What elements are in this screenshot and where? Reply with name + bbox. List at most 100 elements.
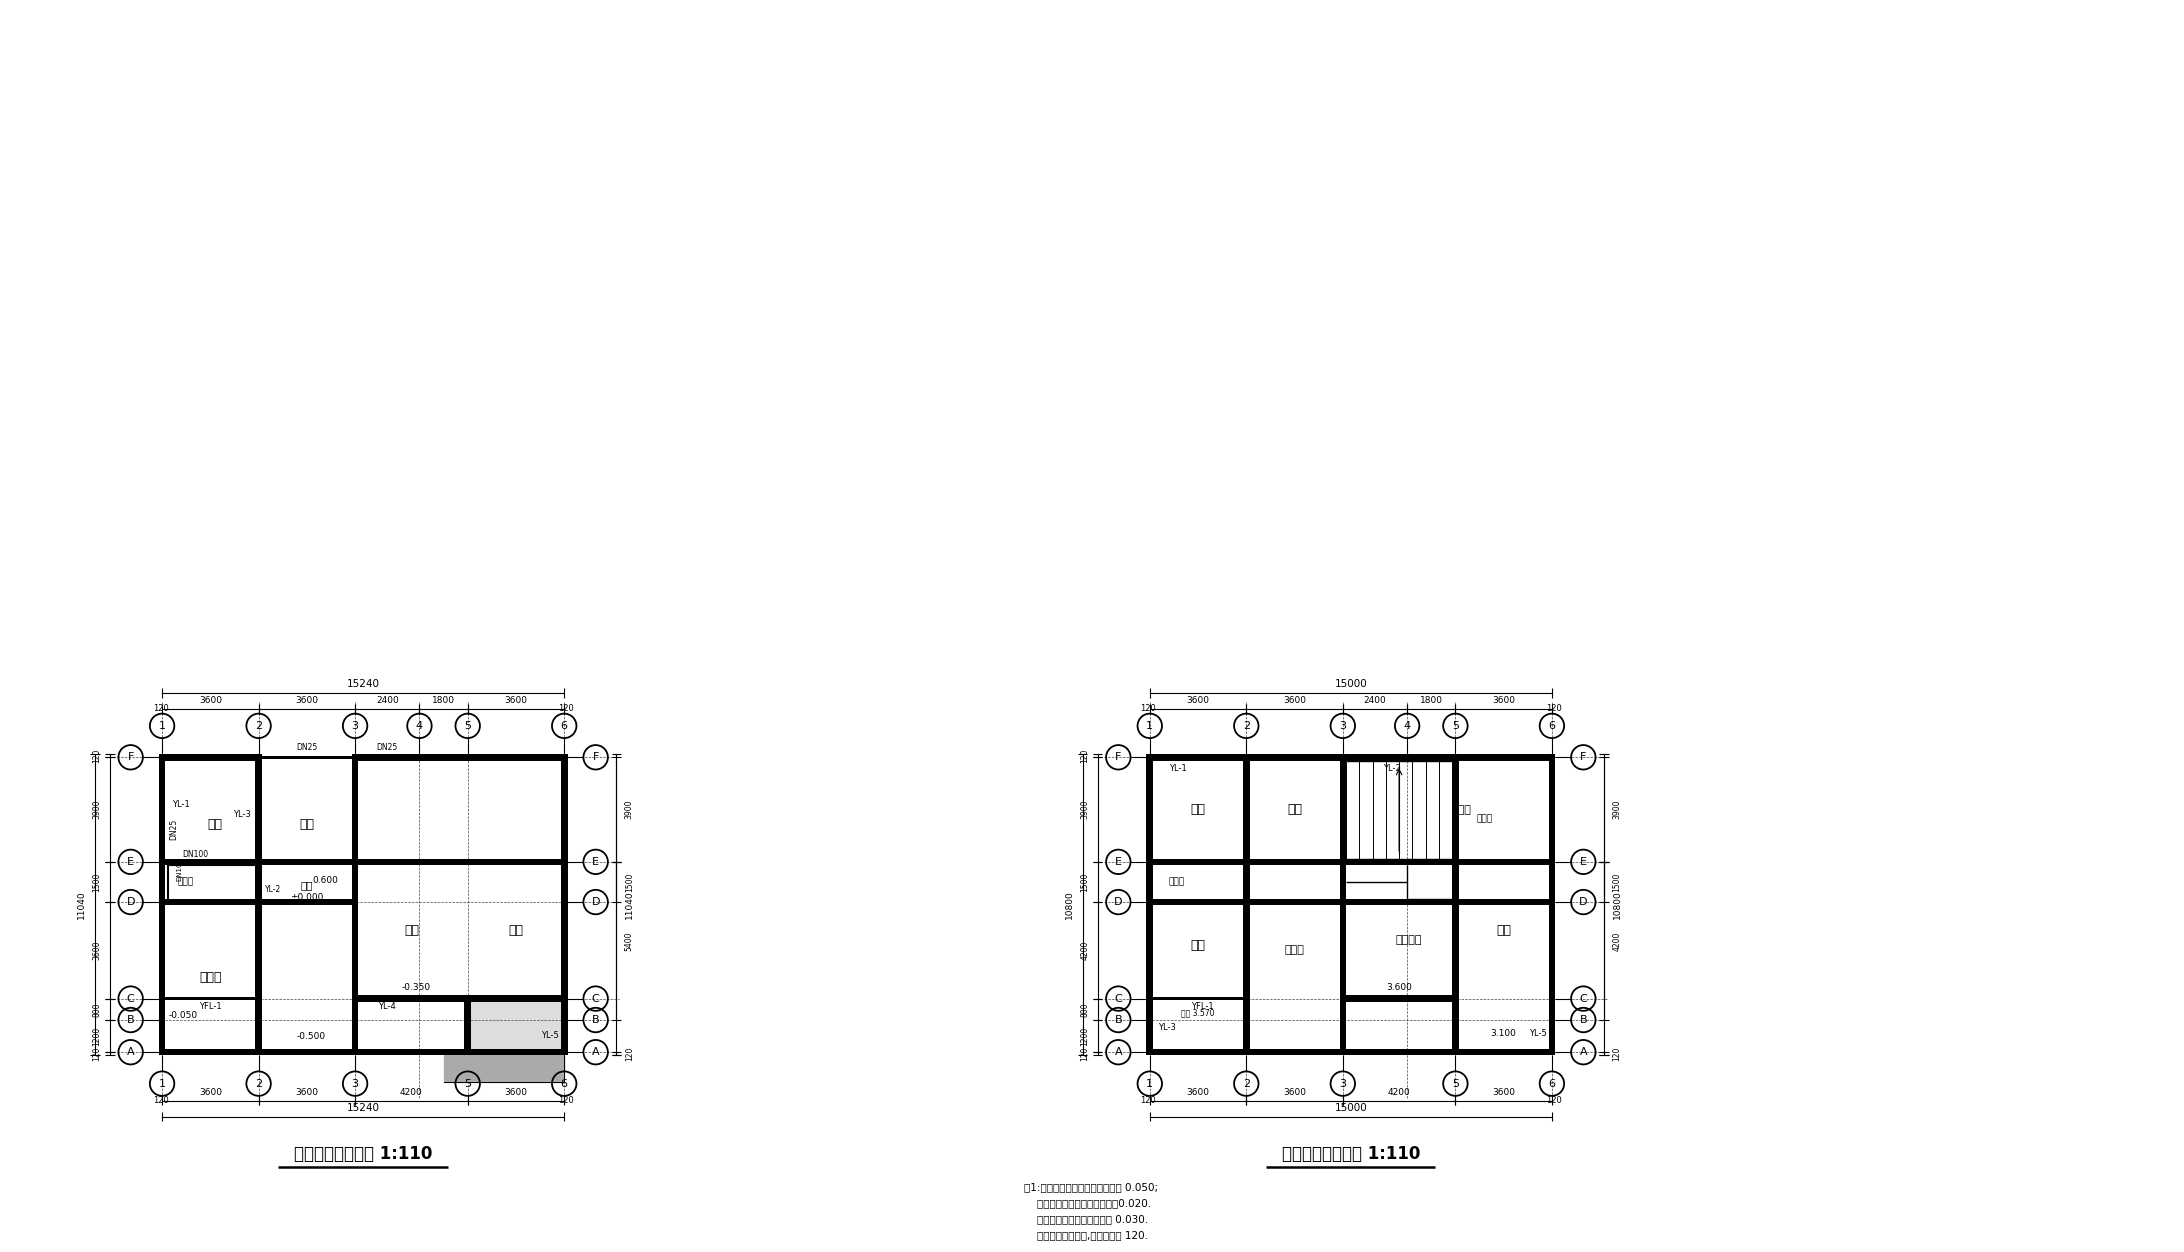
Text: 4200: 4200 (1387, 1088, 1411, 1097)
Text: 4: 4 (1404, 721, 1411, 731)
Text: 卧室: 卧室 (1286, 803, 1302, 816)
Text: 洗手间标高低于室内标准地坪0.020.: 洗手间标高低于室内标准地坪0.020. (1024, 1198, 1151, 1208)
Text: YL-2: YL-2 (1382, 764, 1400, 772)
Text: YL-1: YL-1 (173, 800, 190, 809)
Text: 120: 120 (153, 1096, 168, 1106)
Bar (1147, 899, 1555, 905)
Text: 3: 3 (352, 721, 358, 731)
Text: 2400: 2400 (376, 696, 400, 705)
Text: 120: 120 (153, 705, 168, 714)
Text: -0.500: -0.500 (297, 1032, 325, 1040)
Text: 卫生间: 卫生间 (177, 878, 194, 886)
Text: YL-3: YL-3 (234, 810, 251, 819)
Text: 3600: 3600 (1492, 696, 1516, 705)
Bar (262, 756, 352, 759)
Text: 1500: 1500 (1612, 873, 1621, 891)
Bar (256, 754, 262, 1052)
Text: 3900: 3900 (625, 800, 633, 819)
Text: 3600: 3600 (505, 1088, 529, 1097)
Bar (352, 995, 568, 1002)
Text: 5400: 5400 (625, 931, 633, 950)
Text: 车库: 车库 (509, 924, 524, 936)
Text: 3600: 3600 (92, 940, 100, 960)
Text: E: E (592, 856, 598, 866)
Text: 堂室: 堂室 (299, 819, 314, 831)
Text: 3900: 3900 (1081, 800, 1090, 819)
Bar (1147, 754, 1555, 761)
Bar (443, 1055, 563, 1082)
Text: 4200: 4200 (1081, 940, 1090, 960)
Text: 4: 4 (415, 721, 424, 731)
Text: D: D (592, 898, 601, 906)
Text: 5: 5 (1452, 721, 1459, 731)
Text: YL-5: YL-5 (542, 1030, 559, 1039)
Text: 门厅: 门厅 (301, 880, 312, 890)
Bar (1147, 1049, 1555, 1055)
Bar (465, 754, 568, 761)
Text: 1200: 1200 (92, 1027, 100, 1045)
Text: 4200: 4200 (400, 1088, 424, 1097)
Bar (159, 754, 166, 1052)
Text: F: F (1116, 752, 1123, 762)
Text: 3900: 3900 (92, 800, 100, 819)
Text: DN100: DN100 (181, 850, 207, 859)
Text: 120: 120 (92, 749, 100, 762)
Bar (1147, 754, 1153, 1052)
Text: 800: 800 (92, 1002, 100, 1017)
Bar (1243, 754, 1249, 1052)
Text: 2400: 2400 (1363, 696, 1387, 705)
Text: 120: 120 (1612, 1047, 1621, 1060)
Text: 120: 120 (557, 705, 574, 714)
Text: B: B (592, 1015, 598, 1025)
Text: YL-5: YL-5 (1529, 1029, 1546, 1038)
Bar (352, 859, 358, 1055)
Text: 6: 6 (1548, 1079, 1555, 1089)
Text: 10800: 10800 (1612, 890, 1621, 919)
Text: 起居室: 起居室 (1284, 945, 1304, 955)
Text: 3: 3 (1339, 1079, 1345, 1089)
Text: -0.350: -0.350 (402, 983, 430, 992)
Text: 1500: 1500 (625, 873, 633, 891)
Text: 3600: 3600 (1492, 1088, 1516, 1097)
Text: 客厅: 客厅 (404, 924, 419, 936)
Text: ±0.000: ±0.000 (290, 893, 323, 901)
Text: 15000: 15000 (1334, 1103, 1367, 1113)
Text: 4200: 4200 (1612, 931, 1621, 950)
Bar (159, 1049, 568, 1055)
Bar (1548, 754, 1555, 1052)
Text: 3900: 3900 (1612, 800, 1621, 819)
Text: 5: 5 (465, 1079, 472, 1089)
Text: 120: 120 (625, 1047, 633, 1060)
Text: 1800: 1800 (432, 696, 454, 705)
Text: 15240: 15240 (347, 680, 380, 690)
Text: 1200: 1200 (1081, 1027, 1090, 1045)
Text: 3600: 3600 (199, 696, 223, 705)
Text: E: E (1114, 856, 1123, 866)
Text: 阳台 3.570: 阳台 3.570 (1182, 1008, 1214, 1017)
Text: 3: 3 (1339, 721, 1345, 731)
Text: 5: 5 (1452, 1079, 1459, 1089)
Text: 800: 800 (1081, 1002, 1090, 1017)
Bar (561, 754, 568, 1002)
Text: 厨房: 厨房 (207, 819, 223, 831)
Text: YL-2: YL-2 (264, 885, 282, 894)
Text: 0.600: 0.600 (312, 876, 339, 885)
Text: 120: 120 (1546, 705, 1562, 714)
Text: DN25: DN25 (376, 744, 397, 752)
Text: 洗手间: 洗手间 (1476, 815, 1492, 824)
Text: 注1:卫生间标高低于室内标准地坪 0.050;: 注1:卫生间标高低于室内标准地坪 0.050; (1024, 1182, 1158, 1192)
Text: 2: 2 (1243, 721, 1249, 731)
Text: 3600: 3600 (295, 696, 319, 705)
Text: 3600: 3600 (1186, 1088, 1210, 1097)
Text: 15000: 15000 (1334, 680, 1367, 690)
Text: 一层给排水平面图 1:110: 一层给排水平面图 1:110 (295, 1146, 432, 1163)
Text: 120: 120 (1081, 1047, 1090, 1060)
Bar (472, 1002, 561, 1049)
Text: YL-4: YL-4 (378, 1002, 395, 1010)
Text: 1: 1 (159, 721, 166, 731)
Text: 3600: 3600 (199, 1088, 223, 1097)
Text: C: C (592, 994, 601, 1004)
Bar (465, 995, 472, 1055)
Bar (352, 859, 568, 865)
Text: 5: 5 (465, 721, 472, 731)
